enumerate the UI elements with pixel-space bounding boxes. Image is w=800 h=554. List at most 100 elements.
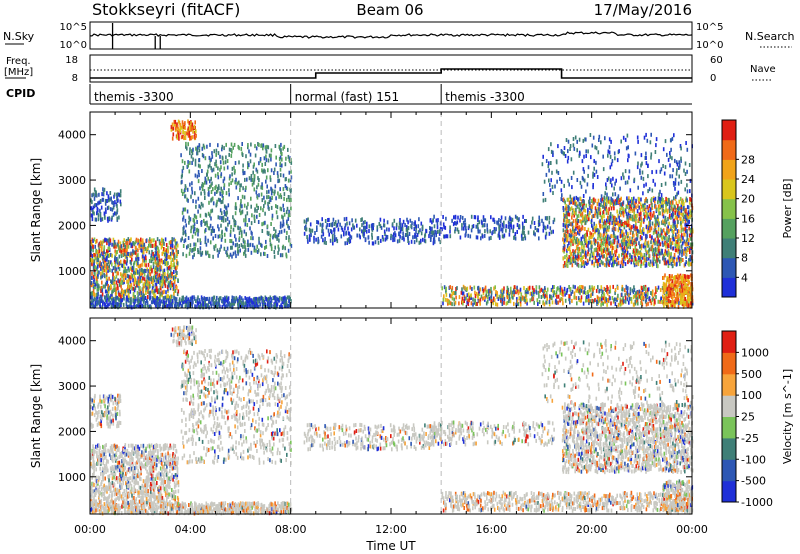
echo-cell bbox=[415, 238, 418, 243]
echo-cell bbox=[150, 259, 153, 264]
echo-cell bbox=[578, 207, 581, 212]
echo-cell bbox=[670, 261, 673, 266]
echo-cell bbox=[410, 239, 413, 244]
echo-cell bbox=[668, 221, 670, 226]
echo-cell bbox=[639, 244, 641, 249]
echo-cell bbox=[641, 243, 643, 248]
echo-cell bbox=[592, 225, 594, 230]
echo-cell bbox=[267, 195, 270, 199]
echo-cell bbox=[624, 208, 627, 213]
echo-cell bbox=[631, 208, 634, 213]
echo-cell bbox=[451, 288, 453, 293]
echo-cell bbox=[309, 228, 312, 233]
echo-cell bbox=[586, 230, 588, 235]
echo-cell bbox=[626, 237, 629, 242]
echo-cell bbox=[670, 245, 672, 250]
echo-cell bbox=[683, 201, 685, 206]
echo-cell bbox=[92, 252, 95, 257]
echo-cell bbox=[595, 288, 598, 293]
echo-cell bbox=[394, 233, 397, 238]
echo-cell bbox=[670, 252, 672, 257]
echo-cell bbox=[138, 275, 141, 280]
echo-cell bbox=[542, 292, 545, 297]
echo-cell bbox=[570, 197, 572, 202]
echo-cell bbox=[636, 252, 639, 257]
echo-cell bbox=[512, 295, 514, 300]
echo-cell bbox=[616, 201, 618, 205]
echo-cell bbox=[282, 222, 285, 227]
echo-cell bbox=[257, 176, 259, 181]
echo-cell bbox=[584, 260, 587, 265]
echo-cell bbox=[665, 196, 667, 201]
echo-cell bbox=[350, 235, 353, 240]
echo-cell bbox=[190, 154, 193, 159]
echo-cell bbox=[586, 298, 588, 303]
echo-cell bbox=[155, 245, 158, 250]
echo-cell bbox=[182, 252, 184, 257]
echo-cell bbox=[645, 211, 648, 216]
echo-cell bbox=[665, 200, 668, 205]
echo-cell bbox=[362, 232, 364, 237]
echo-cell bbox=[134, 295, 136, 299]
echo-cell bbox=[575, 201, 578, 206]
echo-cell bbox=[599, 207, 602, 212]
echo-cell bbox=[233, 218, 235, 223]
echo-cell bbox=[119, 193, 122, 198]
echo-cell bbox=[441, 227, 443, 232]
echo-cell bbox=[622, 213, 625, 218]
echo-cell bbox=[114, 296, 116, 301]
echo-cell bbox=[566, 246, 569, 251]
echo-cell bbox=[218, 300, 220, 305]
echo-cell bbox=[461, 223, 463, 228]
echo-cell bbox=[191, 298, 194, 303]
echo-cell bbox=[393, 232, 395, 237]
echo-cell bbox=[672, 237, 675, 241]
echo-cell bbox=[493, 219, 496, 224]
echo-cell bbox=[619, 198, 621, 203]
echo-cell bbox=[574, 202, 577, 207]
echo-cell bbox=[209, 184, 211, 189]
echo-cell bbox=[662, 235, 665, 240]
echo-cell bbox=[265, 239, 267, 244]
echo-cell bbox=[215, 301, 218, 306]
echo-cell bbox=[99, 300, 101, 305]
echo-cell bbox=[273, 305, 275, 309]
echo-cell bbox=[654, 251, 657, 256]
echo-cell bbox=[245, 154, 247, 159]
echo-cell bbox=[204, 156, 207, 161]
echo-cell bbox=[180, 298, 183, 303]
echo-cell bbox=[184, 229, 187, 234]
echo-cell bbox=[132, 266, 135, 271]
echo-cell bbox=[646, 229, 649, 234]
echo-cell bbox=[435, 230, 437, 235]
echo-cell bbox=[113, 299, 115, 304]
echo-cell bbox=[145, 279, 148, 284]
echo-cell bbox=[280, 229, 283, 234]
echo-cell bbox=[545, 291, 548, 295]
echo-cell bbox=[677, 203, 679, 208]
echo-cell bbox=[489, 289, 491, 294]
echo-cell bbox=[191, 234, 194, 239]
echo-cell bbox=[494, 285, 496, 290]
echo-cell bbox=[474, 215, 477, 220]
echo-cell bbox=[107, 289, 110, 294]
echo-cell bbox=[516, 216, 518, 221]
echo-cell bbox=[132, 249, 134, 254]
echo-cell bbox=[626, 253, 628, 258]
echo-cell bbox=[596, 300, 599, 304]
echo-cell bbox=[113, 260, 116, 265]
echo-cell bbox=[103, 268, 106, 273]
echo-cell bbox=[286, 197, 288, 202]
echo-cell bbox=[482, 291, 485, 296]
echo-cell bbox=[662, 219, 664, 224]
echo-cell bbox=[544, 225, 546, 230]
echo-cell bbox=[577, 257, 579, 262]
echo-cell bbox=[147, 289, 149, 294]
echo-cell bbox=[137, 261, 139, 266]
echo-cell bbox=[163, 296, 165, 301]
echo-cell bbox=[575, 245, 578, 250]
echo-cell bbox=[623, 232, 625, 237]
echo-cell bbox=[250, 204, 252, 209]
echo-cell bbox=[165, 278, 167, 283]
echo-cell bbox=[147, 262, 150, 267]
